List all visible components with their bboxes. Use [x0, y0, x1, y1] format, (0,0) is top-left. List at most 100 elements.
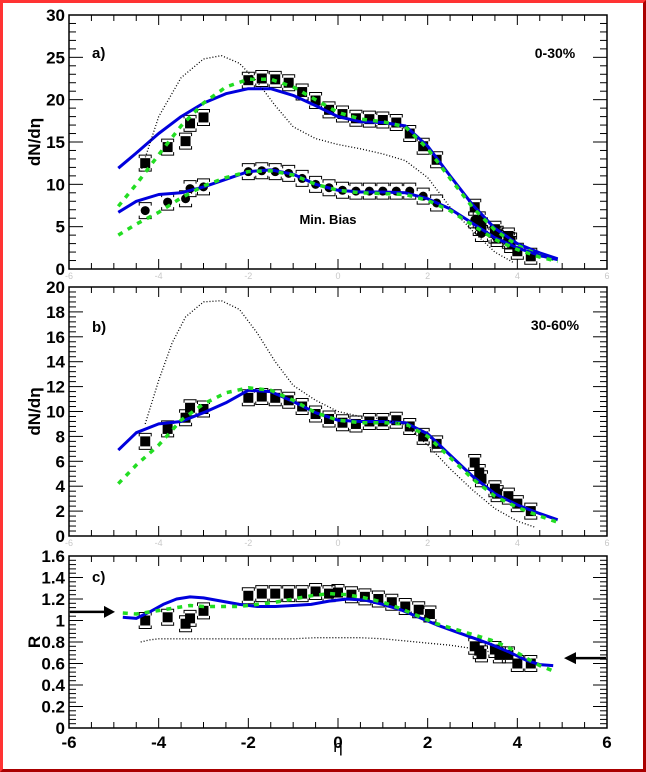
- sys-error-bracket: [349, 109, 363, 127]
- sys-error-bracket: [268, 585, 282, 603]
- sys-error-bracket: [403, 417, 417, 435]
- data-point-square: [140, 615, 151, 626]
- data-point-square: [310, 586, 321, 597]
- data-point-square: [185, 118, 196, 129]
- x-tick-label-faint: -4: [155, 271, 163, 281]
- x-tick-label: 4: [513, 733, 523, 752]
- data-point-square: [377, 114, 388, 125]
- data-point-square: [270, 392, 281, 403]
- x-tick-label: -6: [61, 733, 76, 752]
- data-point-square: [503, 649, 514, 660]
- sys-error-bracket: [295, 169, 309, 187]
- y-tick-label: 10: [46, 403, 65, 422]
- data-point-square: [243, 75, 254, 86]
- sys-error-bracket: [295, 398, 309, 416]
- model-curve-green-dashed: [117, 169, 559, 264]
- y-tick-label: 5: [56, 218, 65, 237]
- sys-error-bracket: [295, 585, 309, 603]
- y-tick-label: 0.6: [41, 655, 65, 674]
- sys-error-bracket: [524, 502, 538, 520]
- panel-a: 0 5 10 15 20 25 30 -6 -4 -2 0 2 4 6 dN/dη a) 0-30% Min. B…: [25, 6, 610, 281]
- sys-error-bracket: [183, 114, 197, 132]
- model-curve-blue-solid: [122, 595, 554, 668]
- data-point-square: [474, 467, 485, 478]
- y-tick-label: 8: [56, 427, 65, 446]
- data-point-square: [373, 594, 384, 604]
- y-tick-label: 1: [56, 612, 65, 631]
- y-tick-label: 16: [46, 328, 65, 347]
- x-tick-label-faint: 2: [425, 271, 430, 281]
- x-axis-label: η: [333, 737, 342, 756]
- plot-frame: [68, 555, 608, 729]
- model-curve-blue-solid: [117, 388, 559, 522]
- y-tick-label: 12: [46, 378, 65, 397]
- data-point-square: [469, 457, 480, 468]
- x-tick-label-faint: -2: [244, 271, 252, 281]
- data-point-square: [413, 604, 424, 615]
- x-tick-label-faint: -4: [155, 538, 163, 548]
- x-tick-label-faint: 4: [515, 538, 520, 548]
- sys-error-bracket: [474, 470, 488, 488]
- data-point-square: [243, 590, 254, 601]
- data-point-square: [185, 613, 196, 624]
- x-tick-label: -2: [241, 733, 256, 752]
- sys-error-bracket: [362, 412, 376, 430]
- sys-error-bracket: [389, 411, 403, 429]
- sys-error-bracket: [322, 410, 336, 428]
- data-point-square: [270, 588, 281, 599]
- data-point-square: [297, 588, 308, 599]
- sys-error-bracket: [389, 182, 403, 200]
- sys-error-bracket: [362, 110, 376, 128]
- arrow-left-head-icon: [564, 652, 576, 665]
- x-tick-label-faint: 6: [604, 538, 609, 548]
- y-tick-label: 0.2: [41, 698, 65, 717]
- data-point-square: [418, 431, 429, 442]
- sys-error-bracket: [179, 132, 193, 150]
- sys-error-bracket: [309, 175, 323, 193]
- sys-error-bracket: [322, 179, 336, 197]
- data-point-square: [404, 128, 415, 139]
- y-tick-label: 14: [46, 353, 65, 372]
- data-point-square: [198, 112, 209, 123]
- data-point-square: [503, 491, 514, 502]
- y-tick-label: 4: [56, 477, 66, 496]
- data-point-square: [140, 436, 151, 447]
- panel-label: c): [92, 569, 105, 586]
- y-tick-label: 0: [56, 260, 65, 279]
- data-point-square: [476, 473, 487, 484]
- data-point-square: [391, 415, 402, 426]
- sys-error-bracket: [403, 182, 417, 200]
- sys-error-bracket: [358, 588, 372, 606]
- y-axis-label: dN/dη: [25, 118, 44, 166]
- sys-error-bracket: [268, 163, 282, 181]
- x-tick-label-faint: 4: [515, 271, 520, 281]
- data-point-square: [283, 77, 294, 88]
- data-point-square: [243, 392, 254, 403]
- y-tick-label: 2: [56, 502, 65, 521]
- data-point-square: [185, 402, 196, 413]
- arrow-right-head-icon: [104, 605, 115, 618]
- data-point-square: [512, 658, 523, 669]
- sys-error-bracket: [309, 582, 323, 600]
- y-tick-label: 30: [46, 6, 65, 25]
- data-point-square: [337, 417, 348, 428]
- x-tick-label: 2: [423, 733, 432, 752]
- sys-error-bracket: [138, 432, 152, 450]
- data-point-square: [476, 648, 487, 659]
- y-tick-label: 0.4: [41, 676, 65, 695]
- y-tick-label: 25: [46, 48, 65, 67]
- data-point-square: [333, 587, 343, 598]
- centrality-label: 0-30%: [535, 45, 576, 61]
- sys-error-bracket: [255, 70, 269, 87]
- sys-error-bracket: [183, 180, 197, 198]
- sys-error-bracket: [255, 162, 269, 180]
- data-point-square: [324, 588, 335, 599]
- panel-b: 0 2 4 6 8 10 12 14 16 18 20 -6 -4 -2 0 2 4 6 dN/dη b) 30-60%: [25, 278, 610, 548]
- data-point-square: [324, 413, 335, 424]
- sys-error-bracket: [309, 405, 323, 423]
- data-point-square: [180, 136, 191, 147]
- y-axis-label: R: [25, 636, 44, 648]
- sys-error-bracket: [282, 164, 296, 182]
